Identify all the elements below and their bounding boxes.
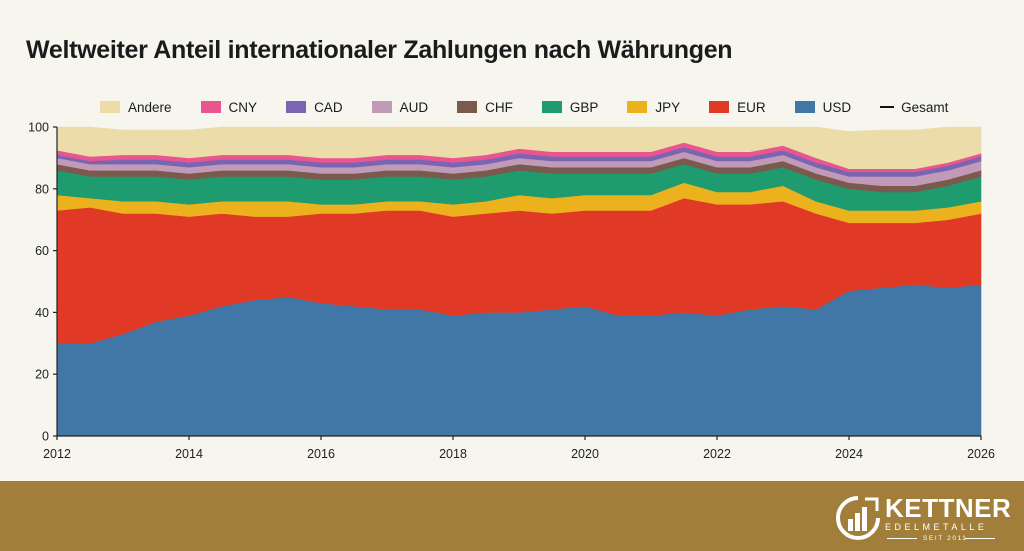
legend-swatch-aud (371, 101, 392, 113)
brand-name: KETTNER (885, 493, 1012, 523)
brand-divider-right (965, 538, 995, 539)
stacked-area-chart: 0 20 40 60 80 100 2012 2014 2016 2018 2020 2022 2024… (28, 121, 995, 462)
legend-label-andere: Andere (128, 99, 172, 115)
legend-swatch-usd (794, 101, 815, 113)
legend-swatch-andere (100, 101, 120, 113)
legend-item-cny: CNY (200, 99, 258, 115)
legend-item-aud: AUD (371, 99, 429, 115)
legend-item-jpy: JPY (627, 100, 680, 115)
brand-since: SEIT 2011 (923, 535, 968, 542)
legend-line-gesamt (880, 106, 895, 108)
legend-label-gbp: GBP (569, 99, 599, 115)
legend: Andere CNY CAD AUD CHF GBP JPY EUR USD G… (100, 98, 948, 116)
legend-swatch-cny (200, 101, 221, 113)
x-tick-label: 2016 (307, 447, 335, 461)
x-tick-label: 2018 (439, 447, 467, 461)
legend-item-usd: USD (794, 99, 852, 115)
brand-mark-icon (836, 496, 880, 540)
axes-layer: 0 20 40 60 80 100 2012 2014 2016 2018 2020 2022 2024… (28, 121, 995, 462)
legend-item-gesamt: Gesamt (880, 100, 948, 115)
x-tick-label: 2026 (967, 447, 995, 461)
y-tick-label: 80 (35, 182, 49, 196)
legend-item-cad: CAD (286, 100, 343, 115)
legend-item-andere: Andere (100, 100, 172, 115)
brand-logo: KETTNER EDELMETALLE SEIT 2011 (835, 493, 1011, 545)
legend-item-gbp: GBP (541, 99, 599, 115)
legend-item-chf: CHF (457, 100, 513, 115)
area-layer (56, 126, 982, 437)
legend-swatch-chf (457, 101, 478, 113)
y-tick-label: 0 (42, 430, 49, 444)
area-andere (56, 126, 982, 169)
legend-swatch-jpy (627, 101, 648, 113)
legend-label-eur: EUR (737, 99, 766, 115)
x-tick-label: 2014 (175, 447, 203, 461)
brand-divider-left (887, 538, 917, 539)
legend-label-chf: CHF (485, 99, 513, 115)
y-tick-label: 60 (35, 244, 49, 258)
x-tick-label: 2012 (43, 447, 71, 461)
footer-bar: KETTNER EDELMETALLE SEIT 2011 (0, 481, 1024, 551)
x-tick-label: 2020 (571, 447, 599, 461)
y-tick-label: 20 (35, 368, 49, 382)
x-tick-label: 2024 (835, 447, 863, 461)
legend-label-jpy: JPY (655, 99, 681, 115)
legend-label-aud: AUD (399, 99, 429, 115)
legend-item-eur: EUR (709, 100, 766, 115)
legend-swatch-eur (709, 101, 730, 113)
legend-swatch-cad (286, 101, 307, 113)
brand-subtitle: EDELMETALLE (885, 522, 988, 532)
x-tick-label: 2022 (703, 447, 731, 461)
legend-swatch-gbp (541, 101, 562, 113)
chart-title: Weltweiter Anteil internationaler Zahlun… (26, 36, 733, 64)
y-tick-label: 40 (35, 306, 49, 320)
y-tick-label: 100 (28, 121, 49, 135)
legend-label-gesamt: Gesamt (901, 99, 949, 115)
legend-label-cad: CAD (314, 99, 343, 115)
legend-label-usd: USD (822, 99, 852, 115)
legend-label-cny: CNY (228, 99, 258, 115)
